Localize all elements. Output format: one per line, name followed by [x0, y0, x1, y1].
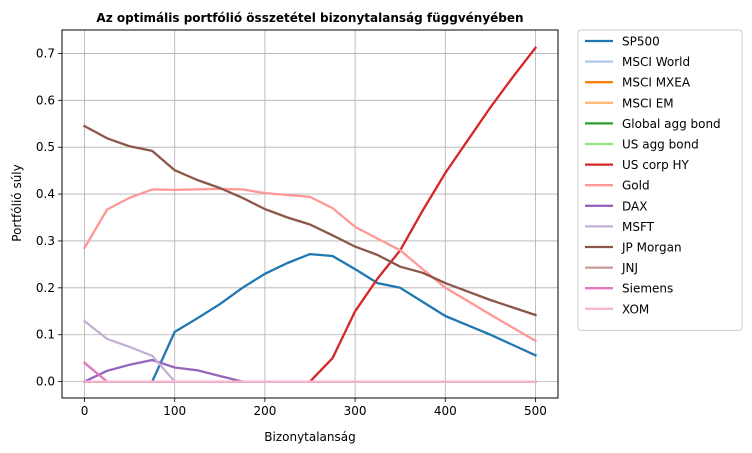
legend-label-msci-world: MSCI World	[622, 55, 690, 69]
x-tick-label: 500	[524, 404, 547, 418]
y-tick-label: 0.5	[36, 140, 55, 154]
legend-label-global-agg-bond: Global agg bond	[622, 117, 721, 131]
legend-label-dax: DAX	[622, 199, 647, 213]
y-tick-label: 0.2	[36, 281, 55, 295]
series-line-siemens	[82, 361, 537, 383]
grid-lines	[62, 30, 558, 398]
legend-label-msft: MSFT	[622, 220, 655, 234]
legend-label-gold: Gold	[622, 179, 650, 193]
legend-label-xom: XOM	[622, 302, 649, 316]
legend-label-msci-em: MSCI EM	[622, 96, 674, 110]
plot-frame	[61, 29, 559, 399]
legend-label-sp500: SP500	[622, 35, 660, 49]
chart-title: Az optimális portfólió összetétel bizony…	[96, 11, 523, 25]
x-tick-label: 100	[163, 404, 186, 418]
series-line-sp500	[83, 252, 538, 383]
x-axis-label: Bizonytalanság	[264, 430, 356, 444]
series-line-us-corp-hy	[83, 46, 538, 383]
legend-label-msci-mxea: MSCI MXEA	[622, 76, 691, 90]
y-axis-label: Portfólió súly	[10, 164, 24, 241]
y-tick-label: 0.1	[36, 328, 55, 342]
y-tick-label: 0.3	[36, 234, 55, 248]
series-lines	[82, 46, 538, 384]
x-tick-label: 300	[344, 404, 367, 418]
series-line-gold	[82, 187, 538, 343]
series-line-msft	[82, 319, 537, 383]
legend-label-siemens: Siemens	[622, 282, 673, 296]
legend: SP500 MSCI World MSCI MXEA MSCI EM Global ag…	[577, 29, 743, 331]
legend-label-us-agg-bond: US agg bond	[622, 138, 699, 152]
legend-frame	[577, 29, 743, 331]
x-tick-label: 400	[434, 404, 457, 418]
legend-label-jp-morgan: JP Morgan	[621, 241, 682, 255]
y-tick-label: 0.4	[36, 187, 55, 201]
y-tick-label: 0.7	[36, 46, 55, 60]
y-tick-label: 0.0	[36, 375, 55, 389]
x-tick-label: 200	[253, 404, 276, 418]
legend-label-jnj: JNJ	[621, 261, 638, 275]
x-tick-label: 0	[81, 404, 89, 418]
legend-label-us-corp-hy: US corp HY	[622, 158, 690, 172]
y-tick-label: 0.6	[36, 93, 55, 107]
series-line-dax	[82, 358, 537, 384]
axis-ticks: 0 100 200 300 400 500 0.0 0.1 0.2 0.3 0.4 0.5 0.6 0.7	[36, 46, 547, 418]
series-line-jp-morgan	[82, 124, 537, 317]
